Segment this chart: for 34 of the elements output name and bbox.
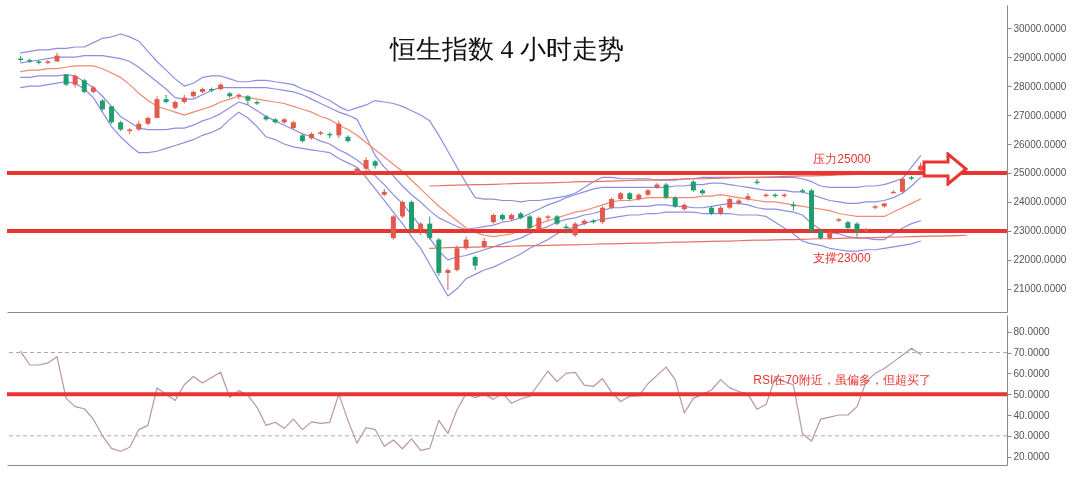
candlestick: [863, 227, 869, 233]
y-tick-label: 50.0000: [1013, 388, 1051, 400]
candlestick: [45, 59, 51, 65]
text: 恒生指数 4 小时走势: [389, 35, 624, 64]
y-tick-label: 40.0000: [1013, 409, 1051, 421]
candlestick: [345, 134, 351, 144]
y-tick-label: 30.0000: [1013, 430, 1051, 442]
candlestick: [445, 268, 451, 291]
candlestick: [163, 94, 169, 104]
y-tick-label: 80.0000: [1013, 326, 1051, 338]
candlestick: [854, 221, 860, 238]
ref-line-label: 压力25000: [813, 151, 872, 166]
candlestick: [245, 94, 251, 106]
ref-line-label: 支撑23000: [813, 250, 872, 265]
candlestick: [390, 214, 396, 241]
candlestick: [427, 215, 433, 241]
y-tick-label: 30000.0000: [1013, 22, 1067, 34]
y-tick-label: 23000.0000: [1013, 225, 1067, 237]
y-tick-label: 22000.0000: [1013, 254, 1067, 266]
y-tick-label: 60.0000: [1013, 367, 1051, 379]
candlestick: [154, 95, 160, 119]
y-tick-label: 24000.0000: [1013, 196, 1067, 208]
y-tick-label: 21000.0000: [1013, 283, 1067, 295]
y-tick-label: 27000.0000: [1013, 109, 1067, 121]
candlestick: [454, 244, 460, 272]
y-tick-label: 29000.0000: [1013, 51, 1067, 63]
y-tick-label: 25000.0000: [1013, 167, 1067, 179]
candlestick: [545, 214, 551, 222]
ref-line-label: RSI在70附近，虽偏多，但超买了: [753, 373, 931, 388]
y-tick-label: 70.0000: [1013, 347, 1051, 358]
y-tick-label: 28000.0000: [1013, 80, 1067, 92]
y-tick-label: 20.0000: [1013, 451, 1051, 463]
candlestick: [745, 192, 751, 201]
y-tick-label: 26000.0000: [1013, 138, 1067, 150]
